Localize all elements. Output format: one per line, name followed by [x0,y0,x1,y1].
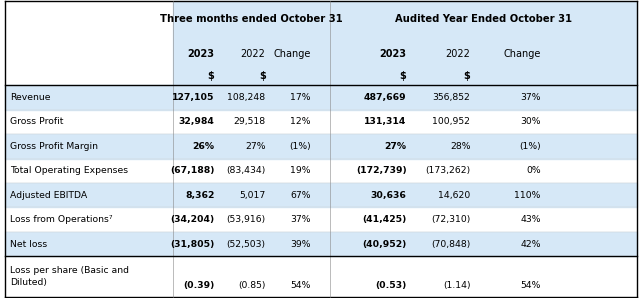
Text: (1%): (1%) [519,142,541,151]
Text: (72,310): (72,310) [431,215,470,224]
Text: Loss per share (Basic and
Diluted): Loss per share (Basic and Diluted) [10,266,129,287]
Text: 30%: 30% [520,117,541,126]
Text: 100,952: 100,952 [433,117,470,126]
Text: 26%: 26% [193,142,214,151]
Text: 67%: 67% [290,191,310,200]
Text: 131,314: 131,314 [364,117,406,126]
Text: 27%: 27% [245,142,266,151]
Text: 29,518: 29,518 [234,117,266,126]
Text: 19%: 19% [290,166,310,175]
Text: (1.14): (1.14) [443,281,470,290]
Text: Change: Change [273,49,310,59]
Text: 14,620: 14,620 [438,191,470,200]
Bar [5,134,637,159]
Text: 2023: 2023 [188,49,214,59]
Bar [5,85,637,110]
Text: $: $ [259,71,266,81]
Text: 54%: 54% [290,281,310,290]
Bar [5,232,637,256]
Text: Gross Profit Margin: Gross Profit Margin [10,142,99,151]
Text: (83,434): (83,434) [227,166,266,175]
Text: 17%: 17% [290,93,310,102]
Text: (1%): (1%) [289,142,310,151]
Text: (34,204): (34,204) [170,215,214,224]
Text: 108,248: 108,248 [227,93,266,102]
Text: (52,503): (52,503) [227,240,266,249]
Text: Total Operating Expenses: Total Operating Expenses [10,166,129,175]
Text: 356,852: 356,852 [433,93,470,102]
Text: Adjusted EBITDA: Adjusted EBITDA [10,191,88,200]
Text: 12%: 12% [290,117,310,126]
Text: (173,262): (173,262) [425,166,470,175]
Text: 42%: 42% [520,240,541,249]
Text: 5,017: 5,017 [239,191,266,200]
Bar [173,1,330,85]
Text: 27%: 27% [385,142,406,151]
Text: Three months ended October 31: Three months ended October 31 [160,14,342,24]
Text: $: $ [207,71,214,81]
Text: (41,425): (41,425) [362,215,406,224]
Text: 37%: 37% [520,93,541,102]
Bar [5,183,637,207]
Text: 2023: 2023 [380,49,406,59]
Text: Change: Change [504,49,541,59]
Text: 8,362: 8,362 [185,191,214,200]
Text: (172,739): (172,739) [356,166,406,175]
Text: 30,636: 30,636 [371,191,406,200]
Text: (40,952): (40,952) [362,240,406,249]
Text: (0.85): (0.85) [238,281,266,290]
Text: 32,984: 32,984 [179,117,214,126]
Text: (31,805): (31,805) [170,240,214,249]
Text: $: $ [399,71,406,81]
Text: (70,848): (70,848) [431,240,470,249]
Text: $: $ [463,71,470,81]
Text: 54%: 54% [520,281,541,290]
Text: 39%: 39% [290,240,310,249]
Text: 127,105: 127,105 [172,93,214,102]
Text: (0.39): (0.39) [183,281,214,290]
Text: Revenue: Revenue [10,93,51,102]
Text: 28%: 28% [450,142,470,151]
Text: 0%: 0% [526,166,541,175]
Text: 2022: 2022 [241,49,266,59]
Bar [330,1,637,85]
Text: Net loss: Net loss [10,240,47,249]
Text: (0.53): (0.53) [375,281,406,290]
Text: 2022: 2022 [445,49,470,59]
Text: Audited Year Ended October 31: Audited Year Ended October 31 [395,14,572,24]
Text: 487,669: 487,669 [364,93,406,102]
Text: (67,188): (67,188) [170,166,214,175]
Text: 37%: 37% [290,215,310,224]
Text: 43%: 43% [520,215,541,224]
Text: Loss from Operations⁷: Loss from Operations⁷ [10,215,113,224]
Text: 110%: 110% [515,191,541,200]
Text: Gross Profit: Gross Profit [10,117,63,126]
Text: (53,916): (53,916) [227,215,266,224]
